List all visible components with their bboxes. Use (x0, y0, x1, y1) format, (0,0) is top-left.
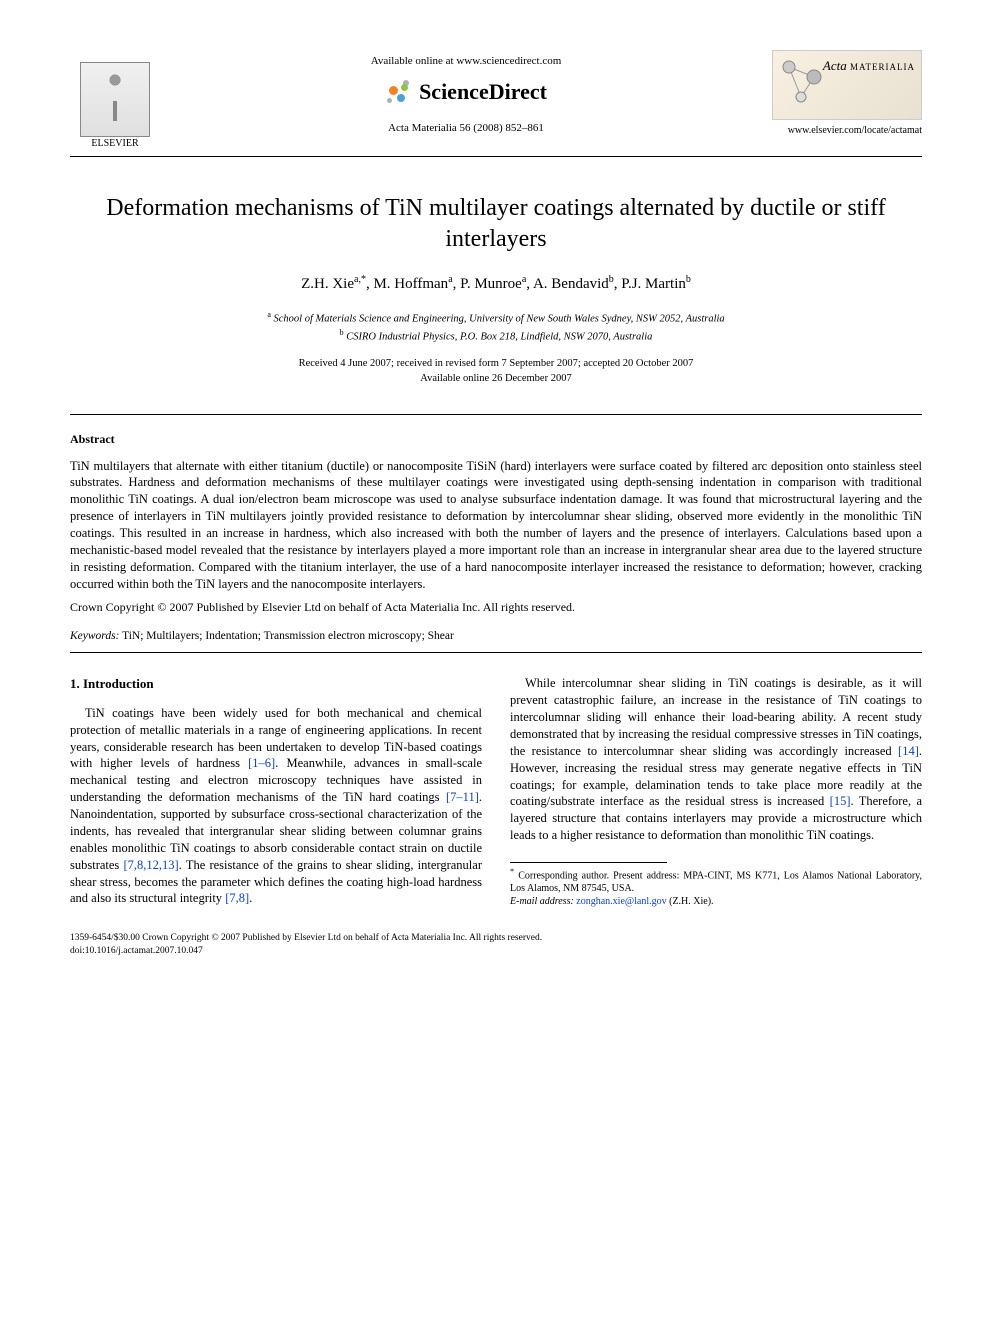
corresponding-author-footnote: * Corresponding author. Present address:… (510, 867, 922, 908)
affil-b: CSIRO Industrial Physics, P.O. Box 218, … (346, 331, 652, 342)
email-suffix: (Z.H. Xie). (669, 896, 713, 907)
body-para-1: TiN coatings have been widely used for b… (70, 705, 482, 908)
author-3: P. Munroe (460, 276, 522, 292)
ref-1-6[interactable]: [1–6] (248, 756, 275, 770)
dates-line-2: Available online 26 December 2007 (420, 373, 571, 384)
author-5-sup: b (686, 274, 691, 285)
abstract-top-rule (70, 414, 922, 415)
locate-url[interactable]: www.elsevier.com/locate/actamat (772, 124, 922, 138)
author-2-sup: a (448, 274, 452, 285)
ref-7-8-12-13[interactable]: [7,8,12,13] (124, 858, 179, 872)
center-header: Available online at www.sciencedirect.co… (160, 50, 772, 135)
affil-a-marker: a (267, 310, 271, 319)
footnote-rule (510, 862, 667, 863)
author-1-sup: a,* (354, 274, 366, 285)
publisher-name: ELSEVIER (91, 137, 138, 151)
ref-7-11[interactable]: [7–11] (446, 790, 479, 804)
page-footer: 1359-6454/$30.00 Crown Copyright © 2007 … (70, 932, 922, 957)
dates-line-1: Received 4 June 2007; received in revise… (299, 358, 694, 369)
keywords-line: Keywords: TiN; Multilayers; Indentation;… (70, 629, 922, 645)
affil-b-marker: b (340, 328, 344, 337)
author-3-sup: a (522, 274, 526, 285)
body-p1f: . (249, 891, 252, 905)
abstract-bottom-rule (70, 652, 922, 653)
affil-a: School of Materials Science and Engineer… (274, 313, 725, 324)
author-4-sup: b (609, 274, 614, 285)
author-5: P.J. Martin (621, 276, 686, 292)
footnote-marker: * (510, 867, 514, 876)
body-columns: 1. Introduction TiN coatings have been w… (70, 675, 922, 908)
abstract-body: TiN multilayers that alternate with eith… (70, 458, 922, 593)
body-para-2: While intercolumnar shear sliding in TiN… (510, 675, 922, 844)
abstract-copyright: Crown Copyright © 2007 Published by Else… (70, 599, 922, 615)
author-2: M. Hoffman (373, 276, 448, 292)
journal-name-caps: MATERIALIA (850, 62, 915, 72)
section-1-heading: 1. Introduction (70, 675, 482, 693)
abstract-heading: Abstract (70, 431, 922, 447)
body-p2a: While intercolumnar shear sliding in TiN… (510, 676, 922, 758)
journal-cover-block: Acta MATERIALIA www.elsevier.com/locate/… (772, 50, 922, 138)
available-online-text: Available online at www.sciencedirect.co… (160, 54, 772, 69)
authors-line: Z.H. Xiea,*, M. Hoffmana, P. Munroea, A.… (70, 273, 922, 294)
author-4: A. Bendavid (533, 276, 609, 292)
ref-14[interactable]: [14] (898, 744, 919, 758)
article-title: Deformation mechanisms of TiN multilayer… (70, 193, 922, 255)
footer-copyright: 1359-6454/$30.00 Crown Copyright © 2007 … (70, 932, 922, 944)
footnote-text: Corresponding author. Present address: M… (510, 870, 922, 894)
ref-7-8[interactable]: [7,8] (225, 891, 249, 905)
ref-15[interactable]: [15] (830, 794, 851, 808)
affiliations: a School of Materials Science and Engine… (70, 309, 922, 345)
sciencedirect-dots-icon (385, 78, 413, 106)
elsevier-logo: ELSEVIER (70, 50, 160, 150)
corresponding-email[interactable]: zonghan.xie@lanl.gov (576, 896, 666, 907)
footer-doi: doi:10.1016/j.actamat.2007.10.047 (70, 945, 922, 957)
keywords-label: Keywords: (70, 630, 119, 642)
elsevier-tree-icon (80, 62, 150, 137)
journal-cover-image: Acta MATERIALIA (772, 50, 922, 120)
author-1: Z.H. Xie (301, 276, 354, 292)
sciencedirect-logo: ScienceDirect (385, 77, 547, 107)
article-dates: Received 4 June 2007; received in revise… (70, 357, 922, 386)
header-row: ELSEVIER Available online at www.science… (70, 50, 922, 150)
email-label: E-mail address: (510, 896, 574, 907)
citation-line: Acta Materialia 56 (2008) 852–861 (160, 121, 772, 136)
section-1-title: Introduction (83, 676, 154, 691)
sciencedirect-name: ScienceDirect (419, 77, 547, 107)
keywords-list: TiN; Multilayers; Indentation; Transmiss… (122, 630, 454, 642)
header-rule (70, 156, 922, 157)
journal-cover-molecule-icon (779, 57, 829, 107)
section-1-number: 1. (70, 676, 80, 691)
